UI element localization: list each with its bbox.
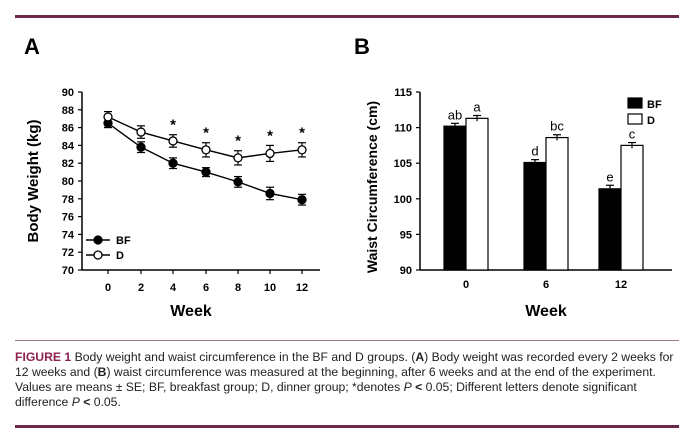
y-axis-title: Body Weight (kg) bbox=[25, 119, 42, 242]
caption-text-2: ) Body weight was recorded every 2 weeks… bbox=[15, 350, 674, 379]
data-point-D bbox=[201, 145, 211, 155]
y-tick-label: 84 bbox=[62, 140, 75, 152]
caption-ref-b: B bbox=[97, 365, 107, 379]
y-tick-label: 78 bbox=[62, 194, 74, 206]
y-tick-label: 90 bbox=[62, 87, 74, 99]
legend-marker-BF bbox=[93, 235, 103, 245]
caption-ref-a: A bbox=[415, 350, 425, 364]
significance-star: * bbox=[267, 127, 273, 144]
y-tick-label: 86 bbox=[62, 123, 74, 135]
bar-D bbox=[465, 117, 489, 271]
y-tick-label: 80 bbox=[62, 176, 74, 188]
significance-letter: c bbox=[629, 127, 636, 142]
data-point-BF bbox=[136, 142, 146, 152]
bar-BF bbox=[523, 161, 547, 271]
bar-BF bbox=[598, 188, 622, 271]
significance-star: * bbox=[235, 133, 241, 150]
x-tick-label: 0 bbox=[105, 282, 111, 294]
caption-p-symbol-2: P bbox=[71, 395, 80, 409]
figure-caption: FIGURE 1 Body weight and waist circumfer… bbox=[15, 350, 679, 410]
body-weight-chart: 70 72 74 76 78 80 82 84 86 88 90 0 2 4 6 8 10 12 Week Body … bbox=[25, 87, 320, 320]
bar-D bbox=[545, 136, 569, 271]
data-point-D bbox=[136, 127, 146, 137]
legend-label-D: D bbox=[116, 250, 124, 262]
legend-marker-D bbox=[93, 250, 103, 260]
bar-BF bbox=[443, 125, 467, 271]
x-axis-title: Week bbox=[525, 303, 567, 320]
legend-label-D: D bbox=[647, 115, 655, 127]
data-point-BF bbox=[297, 195, 307, 205]
significance-star: * bbox=[299, 125, 305, 142]
caption-p-symbol-1: P bbox=[403, 380, 412, 394]
significance-star: * bbox=[170, 117, 176, 134]
x-axis-title: Week bbox=[170, 303, 212, 320]
x-tick-label: 0 bbox=[463, 279, 469, 291]
data-point-D bbox=[168, 136, 178, 146]
top-rule bbox=[15, 15, 679, 18]
data-point-D bbox=[297, 145, 307, 155]
y-axis-title: Waist Circumference (cm) bbox=[364, 101, 380, 273]
y-tick-label: 90 bbox=[400, 265, 412, 277]
caption-label: FIGURE 1 bbox=[15, 350, 72, 364]
x-tick-label: 2 bbox=[138, 282, 144, 294]
caption-text-3: ) waist circumference was measured at th… bbox=[15, 365, 656, 394]
y-tick-label: 110 bbox=[394, 123, 412, 135]
significance-letter: ab bbox=[448, 107, 462, 122]
data-point-BF bbox=[265, 188, 275, 199]
x-tick-label: 12 bbox=[296, 282, 308, 294]
waist-circumference-chart: 90 95 100 105 110 115 0 6 12 Week Waist Circumfere… bbox=[364, 87, 672, 320]
caption-value-1: 0.05 bbox=[425, 380, 450, 394]
caption-value-2: 0.05 bbox=[93, 395, 118, 409]
x-tick-label: 6 bbox=[203, 282, 209, 294]
bottom-rule bbox=[15, 425, 679, 428]
data-point-D bbox=[265, 148, 275, 159]
significance-letter: bc bbox=[550, 119, 564, 134]
y-tick-label: 95 bbox=[400, 229, 412, 241]
data-point-BF bbox=[168, 158, 178, 168]
significance-letter: d bbox=[531, 144, 538, 159]
data-point-D bbox=[103, 112, 113, 122]
data-point-D bbox=[233, 153, 243, 163]
y-tick-label: 88 bbox=[62, 105, 74, 117]
y-tick-label: 82 bbox=[62, 158, 74, 170]
y-tick-label: 105 bbox=[394, 158, 412, 170]
data-point-BF bbox=[201, 167, 211, 177]
x-tick-label: 10 bbox=[264, 282, 276, 294]
y-tick-label: 76 bbox=[62, 212, 74, 224]
caption-lt-1: < bbox=[411, 380, 426, 394]
caption-text-5: . bbox=[117, 395, 121, 409]
caption-divider bbox=[15, 340, 679, 341]
caption-text-1: Body weight and waist circumference in t… bbox=[71, 350, 416, 364]
x-tick-label: 6 bbox=[543, 279, 549, 291]
y-tick-label: 115 bbox=[394, 87, 412, 99]
legend-swatch-D bbox=[627, 113, 643, 125]
x-tick-label: 4 bbox=[170, 282, 177, 294]
significance-letter: e bbox=[606, 169, 613, 184]
data-point-BF bbox=[233, 177, 243, 187]
y-tick-label: 74 bbox=[62, 229, 75, 241]
legend-label-BF: BF bbox=[647, 99, 662, 111]
significance-star: * bbox=[203, 125, 209, 142]
y-tick-label: 72 bbox=[62, 247, 74, 259]
panel-label-b: B bbox=[354, 34, 370, 59]
y-tick-label: 100 bbox=[394, 194, 412, 206]
legend-label-BF: BF bbox=[116, 235, 131, 247]
caption-text-4: ; Different letters denote significant d… bbox=[15, 380, 637, 409]
x-tick-label: 8 bbox=[235, 282, 241, 294]
caption-lt-2: < bbox=[79, 395, 94, 409]
y-tick-label: 70 bbox=[62, 265, 74, 277]
significance-letter: a bbox=[473, 99, 481, 114]
x-tick-label: 12 bbox=[615, 279, 627, 291]
panel-label-a: A bbox=[24, 34, 40, 59]
legend-swatch-BF bbox=[627, 97, 643, 109]
bar-D bbox=[620, 144, 644, 271]
